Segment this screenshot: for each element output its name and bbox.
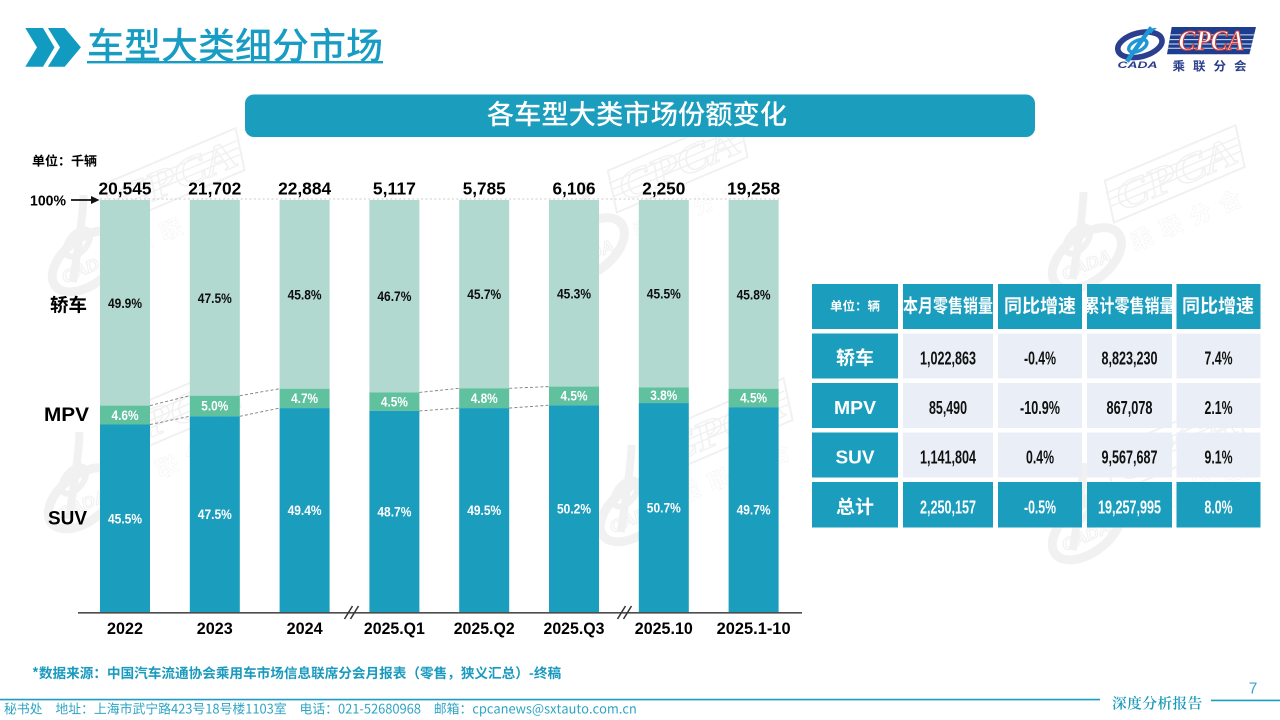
svg-text:4.7%: 4.7%	[291, 390, 318, 406]
svg-text:SUV: SUV	[48, 509, 87, 530]
svg-text:MPV: MPV	[834, 397, 877, 418]
svg-text:CPCA: CPCA	[1179, 26, 1245, 57]
svg-text:8.0%: 8.0%	[1205, 497, 1233, 518]
svg-text:45.8%: 45.8%	[288, 286, 322, 302]
svg-text:-0.5%: -0.5%	[1024, 497, 1056, 518]
svg-text:2024: 2024	[287, 620, 324, 638]
svg-text:7: 7	[1249, 681, 1258, 698]
svg-text:45.5%: 45.5%	[108, 510, 142, 526]
svg-text:19,257,995: 19,257,995	[1098, 497, 1161, 518]
svg-text:2025.Q3: 2025.Q3	[544, 620, 605, 638]
svg-text:-10.9%: -10.9%	[1020, 397, 1060, 418]
svg-text:SUV: SUV	[836, 447, 876, 468]
svg-text:9,567,687: 9,567,687	[1102, 447, 1158, 468]
svg-text:45.5%: 45.5%	[647, 286, 681, 302]
svg-text:22,884: 22,884	[278, 179, 331, 199]
svg-text:5.0%: 5.0%	[201, 398, 228, 414]
svg-text:47.5%: 47.5%	[198, 290, 232, 306]
svg-text:85,490: 85,490	[929, 397, 967, 418]
svg-text:21,702: 21,702	[188, 179, 241, 199]
svg-text:MPV: MPV	[44, 405, 89, 426]
svg-text:-0.4%: -0.4%	[1024, 348, 1056, 369]
svg-text:1,022,863: 1,022,863	[920, 348, 976, 369]
svg-text:100%: 100%	[30, 193, 66, 210]
svg-text:46.7%: 46.7%	[377, 288, 411, 304]
svg-text:2025.1-10: 2025.1-10	[717, 620, 791, 638]
svg-text:47.5%: 47.5%	[198, 506, 232, 522]
svg-text:5,785: 5,785	[463, 179, 506, 199]
svg-text:50.7%: 50.7%	[647, 500, 681, 516]
svg-text:CADA: CADA	[1118, 60, 1158, 71]
svg-text:20,545: 20,545	[99, 179, 152, 199]
svg-text:2.1%: 2.1%	[1205, 397, 1233, 418]
svg-text:7.4%: 7.4%	[1205, 348, 1233, 369]
svg-text:4.6%: 4.6%	[112, 407, 139, 423]
svg-text:49.5%: 49.5%	[467, 502, 501, 518]
svg-text:5,117: 5,117	[373, 179, 416, 199]
svg-text:45.8%: 45.8%	[737, 286, 771, 302]
svg-text:4.8%: 4.8%	[471, 390, 498, 406]
svg-text:4.5%: 4.5%	[381, 393, 408, 409]
svg-text:45.3%: 45.3%	[557, 285, 591, 301]
svg-text:19,258: 19,258	[727, 179, 780, 199]
svg-text:9.1%: 9.1%	[1205, 447, 1233, 468]
svg-text:4.5%: 4.5%	[561, 388, 588, 404]
svg-text:2,250,157: 2,250,157	[920, 497, 976, 518]
svg-text:1,141,804: 1,141,804	[920, 447, 976, 468]
svg-text:8,823,230: 8,823,230	[1102, 348, 1158, 369]
svg-text:0.4%: 0.4%	[1026, 447, 1054, 468]
svg-text:2,250: 2,250	[642, 179, 685, 199]
svg-text:49.7%: 49.7%	[737, 502, 771, 518]
svg-text:2023: 2023	[197, 620, 233, 638]
svg-text:50.2%: 50.2%	[557, 501, 591, 517]
svg-text:867,078: 867,078	[1107, 397, 1153, 418]
svg-text:3.8%: 3.8%	[650, 387, 677, 403]
svg-text:2025.Q1: 2025.Q1	[364, 620, 425, 638]
svg-text:48.7%: 48.7%	[377, 503, 411, 519]
svg-text:2022: 2022	[107, 620, 143, 638]
svg-text:49.9%: 49.9%	[108, 295, 142, 311]
svg-text:2025.Q2: 2025.Q2	[454, 620, 515, 638]
svg-text:6,106: 6,106	[553, 179, 596, 199]
svg-text:49.4%: 49.4%	[288, 502, 322, 518]
svg-text:4.5%: 4.5%	[740, 390, 767, 406]
svg-text:2025.10: 2025.10	[635, 620, 693, 638]
svg-text:45.7%: 45.7%	[467, 286, 501, 302]
